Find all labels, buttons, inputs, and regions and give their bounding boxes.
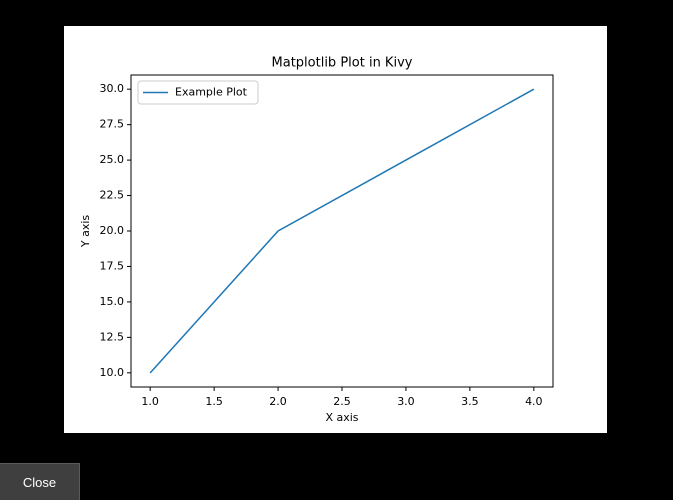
x-tick-label: 2.0 xyxy=(269,395,287,408)
y-tick-label: 17.5 xyxy=(100,259,125,272)
y-tick-label: 10.0 xyxy=(100,366,125,379)
x-tick-label: 3.5 xyxy=(461,395,479,408)
x-tick-label: 2.5 xyxy=(333,395,351,408)
y-tick-label: 30.0 xyxy=(100,82,125,95)
legend-label: Example Plot xyxy=(175,86,248,99)
x-tick-label: 3.0 xyxy=(397,395,415,408)
y-tick-label: 15.0 xyxy=(100,295,125,308)
x-axis-label: X axis xyxy=(325,411,358,424)
chart-title: Matplotlib Plot in Kivy xyxy=(272,56,413,71)
y-tick-label: 12.5 xyxy=(100,330,125,343)
chart: Matplotlib Plot in Kivy X axis Y axis 1.… xyxy=(64,26,607,433)
y-tick-label: 20.0 xyxy=(100,224,125,237)
x-tick-label: 1.5 xyxy=(205,395,223,408)
y-axis-label: Y axis xyxy=(79,215,92,249)
y-tick-label: 27.5 xyxy=(100,118,125,131)
data-line xyxy=(149,88,535,374)
x-tick-label: 4.0 xyxy=(525,395,543,408)
legend-box xyxy=(137,80,259,105)
axes-frame xyxy=(130,74,554,388)
x-tick-label: 1.0 xyxy=(141,395,159,408)
close-button[interactable]: Close xyxy=(0,463,80,500)
y-tick-label: 25.0 xyxy=(100,153,125,166)
y-tick-label: 22.5 xyxy=(100,189,125,202)
